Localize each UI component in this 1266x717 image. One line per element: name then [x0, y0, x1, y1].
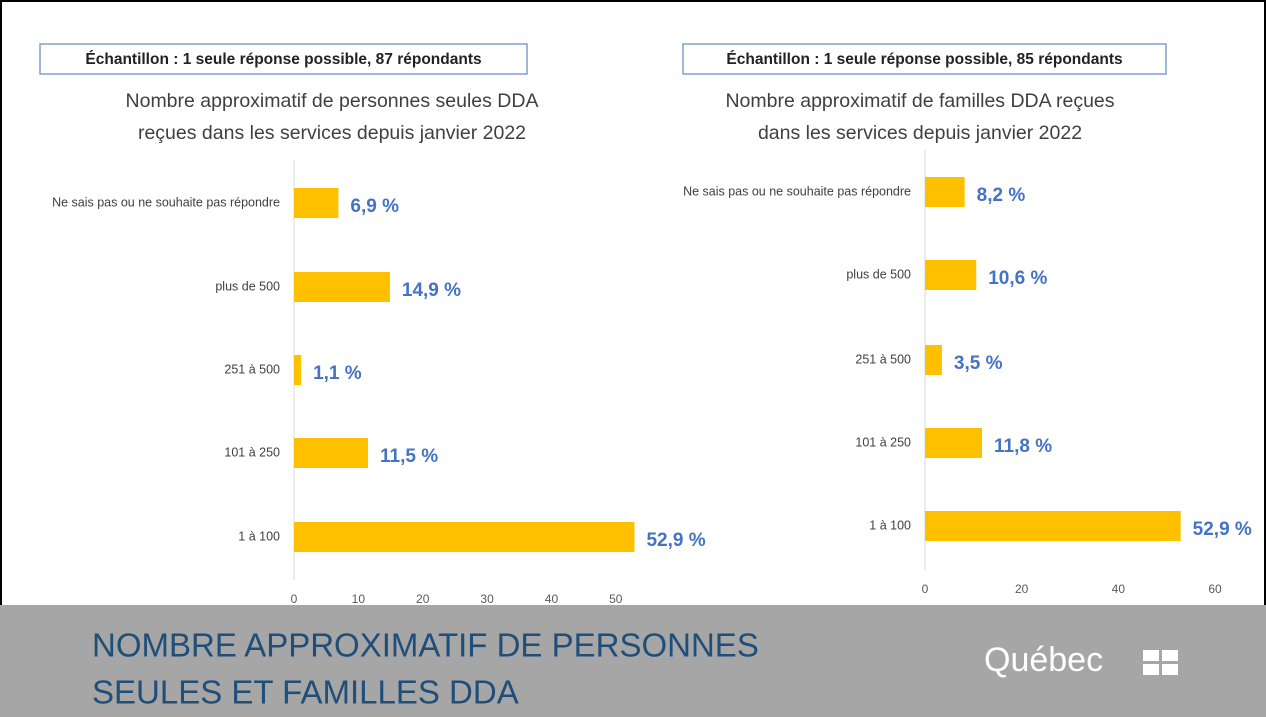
x-tick-label: 20 — [416, 592, 430, 606]
sample-text: Échantillon : 1 seule réponse possible, … — [726, 51, 1122, 68]
value-label: 6,9 % — [350, 196, 399, 217]
bar — [294, 522, 635, 552]
chart-title: Nombre approximatif de personnes seules … — [126, 90, 539, 112]
bar — [925, 345, 942, 375]
sample-box — [39, 43, 528, 75]
value-label: 11,8 % — [994, 436, 1052, 457]
x-tick-label: 0 — [291, 592, 298, 606]
value-label: 11,5 % — [380, 446, 438, 467]
bar — [294, 355, 302, 385]
x-tick-label: 40 — [545, 592, 559, 606]
footer-title: SEULES ET FAMILLES DDA — [92, 674, 519, 711]
footer-title: NOMBRE APPROXIMATIF DE PERSONNES — [92, 627, 759, 664]
bar — [294, 188, 339, 218]
x-tick-label: 60 — [1208, 582, 1222, 596]
bar — [294, 438, 369, 468]
bar — [925, 177, 965, 207]
category-label: plus de 500 — [846, 267, 911, 281]
bar — [925, 260, 977, 290]
x-tick-label: 20 — [1015, 582, 1029, 596]
category-label: 251 à 500 — [855, 352, 911, 366]
value-label: 52,9 % — [1193, 519, 1252, 540]
x-tick-label: 50 — [609, 592, 623, 606]
category-label: 1 à 100 — [869, 518, 911, 532]
bar — [294, 272, 390, 302]
category-label: plus de 500 — [215, 279, 280, 293]
chart-title: reçues dans les services depuis janvier … — [138, 122, 526, 144]
value-label: 10,6 % — [988, 268, 1047, 289]
x-tick-label: 30 — [480, 592, 494, 606]
x-tick-label: 10 — [352, 592, 366, 606]
value-label: 1,1 % — [313, 363, 362, 384]
category-label: 101 à 250 — [855, 435, 911, 449]
category-label: 101 à 250 — [224, 445, 280, 459]
category-label: Ne sais pas ou ne souhaite pas répondre — [52, 195, 280, 209]
category-label: 251 à 500 — [224, 362, 280, 376]
sample-text: Échantillon : 1 seule réponse possible, … — [85, 51, 481, 68]
sample-box — [682, 43, 1167, 75]
value-label: 14,9 % — [402, 280, 461, 301]
logo-flags — [1143, 650, 1178, 675]
category-label: Ne sais pas ou ne souhaite pas répondre — [683, 184, 911, 198]
footer-band — [0, 605, 1266, 717]
bar — [925, 511, 1181, 541]
logo: Québec — [984, 641, 1103, 679]
x-tick-label: 40 — [1112, 582, 1126, 596]
value-label: 3,5 % — [954, 353, 1003, 374]
bar — [925, 428, 983, 458]
chart-title: dans les services depuis janvier 2022 — [758, 122, 1082, 144]
value-label: 52,9 % — [646, 530, 705, 551]
chart-title: Nombre approximatif de familles DDA reçu… — [725, 90, 1114, 112]
value-label: 8,2 % — [977, 185, 1026, 206]
x-tick-label: 0 — [922, 582, 929, 596]
category-label: 1 à 100 — [238, 529, 280, 543]
